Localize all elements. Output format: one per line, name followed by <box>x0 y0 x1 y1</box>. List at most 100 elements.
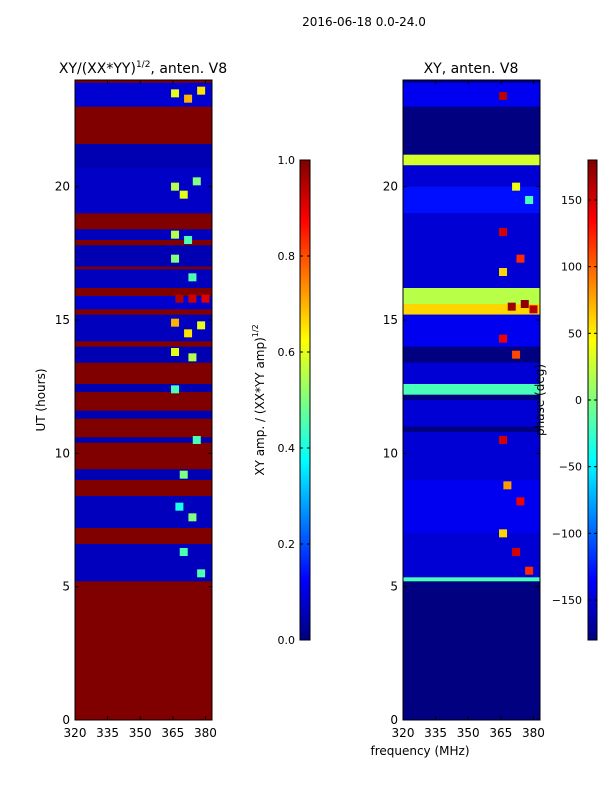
p2-band-2 <box>403 165 540 187</box>
p2-xtick-label-320: 320 <box>392 726 415 740</box>
p1-xtick-label-320: 320 <box>64 726 87 740</box>
panel2-title: XY, anten. V8 <box>424 61 519 77</box>
p1-band-11 <box>75 437 212 443</box>
panel1-title: XY/(XX*YY)1/2, anten. V8 <box>59 60 227 77</box>
p2-ytick-label-5: 5 <box>390 580 398 594</box>
p1-cbar-tick-label-5: 1.0 <box>278 154 296 167</box>
p1-band-1 <box>75 144 212 168</box>
p1-cell-12 <box>201 294 210 303</box>
p1-cell-3 <box>171 182 180 191</box>
p2-band-14 <box>403 577 540 582</box>
p1-cbar-tick-label-2: 0.4 <box>278 442 296 455</box>
p1-xtick-label-350: 350 <box>129 726 152 740</box>
panel1-axes: 320 335 350 365 380 0 5 10 15 20 <box>55 80 217 740</box>
p2-cell-9 <box>499 334 508 343</box>
p1-cell-19 <box>192 436 201 444</box>
p2-band-3 <box>403 186 540 214</box>
p2-band-1 <box>403 154 540 166</box>
p2-cbar-tick-label-0: −150 <box>552 594 582 607</box>
p2-band-4 <box>403 213 540 288</box>
p1-cell-15 <box>197 321 206 330</box>
panel1-title-prefix: XY/(XX*YY) <box>59 61 136 77</box>
colorbar1 <box>299 159 311 641</box>
p1-ytick-label-0: 0 <box>62 713 70 727</box>
colorbar1-label-exp: 1/2 <box>251 324 260 337</box>
p2-cbar-tick-label-3: 0 <box>575 394 582 407</box>
p1-band-5 <box>75 269 212 288</box>
p2-ytick-label-20: 20 <box>383 180 398 194</box>
p1-cell-9 <box>188 273 197 282</box>
p1-band-9 <box>75 384 212 392</box>
p2-band-11 <box>403 432 540 480</box>
p1-cell-23 <box>179 548 188 556</box>
p1-band-12 <box>75 469 212 480</box>
p1-cell-0 <box>171 89 180 98</box>
p1-band-3 <box>75 229 212 240</box>
panel1-frame <box>74 79 213 721</box>
p2-cell-6 <box>507 302 516 311</box>
p1-cbar-tick-label-0: 0.0 <box>278 634 296 647</box>
colorbar1-ticks: 0.0 0.2 0.4 0.6 0.8 1.0 <box>278 154 310 647</box>
p1-xtick-label-365: 365 <box>161 726 184 740</box>
p1-cell-8 <box>171 254 180 263</box>
p1-cbar-tick-label-3: 0.6 <box>278 346 296 359</box>
p1-band-14 <box>75 544 212 582</box>
colorbar2-ticks: −150 −100 −50 0 50 100 150 <box>552 194 597 607</box>
p2-ytick-label-15: 15 <box>383 313 398 327</box>
p2-xtick-label-365: 365 <box>489 726 512 740</box>
p2-cell-11 <box>499 436 508 444</box>
p2-cell-1 <box>512 182 521 191</box>
p2-band-5 <box>403 288 540 304</box>
p1-cell-16 <box>171 348 180 356</box>
p2-band-9 <box>403 384 540 395</box>
p2-band-12 <box>403 480 540 534</box>
p2-cell-16 <box>525 566 534 575</box>
p2-cell-7 <box>520 300 529 308</box>
p2-cell-13 <box>516 497 525 506</box>
p1-ytick-label-15: 15 <box>55 313 70 327</box>
p1-cell-1 <box>184 94 193 103</box>
p2-band-10 <box>403 400 540 427</box>
p2-band-8 <box>403 362 540 384</box>
p2-cell-3 <box>499 228 508 236</box>
p1-band-2 <box>75 168 212 214</box>
panel2-heatmap <box>403 80 540 720</box>
p1-ytick-label-5: 5 <box>62 580 70 594</box>
p2-cell-10 <box>512 350 521 359</box>
colorbar2-label: phase (deg) <box>533 364 547 436</box>
p2-cell-5 <box>499 268 508 276</box>
p2-cell-15 <box>512 548 521 556</box>
p2-xtick-label-380: 380 <box>522 726 545 740</box>
p1-cell-2 <box>197 86 206 95</box>
panel2-axes: 320 335 350 365 380 0 5 10 15 20 <box>383 80 545 740</box>
p2-cbar-tick-label-5: 100 <box>561 261 582 274</box>
colorbar1-label-prefix: XY amp. / (XX*YY amp) <box>253 337 267 475</box>
p2-cbar-tick-label-4: 50 <box>568 327 582 340</box>
p1-cell-6 <box>171 230 180 239</box>
page-title: 2016-06-18 0.0-24.0 <box>302 15 426 29</box>
panel1-title-suffix: , anten. V8 <box>150 61 227 77</box>
p1-cbar-tick-label-4: 0.8 <box>278 250 296 263</box>
colorbar1-label: XY amp. / (XX*YY amp)1/2 <box>251 324 267 475</box>
p2-cbar-tick-label-6: 150 <box>561 194 582 207</box>
p1-cell-14 <box>184 329 193 338</box>
p2-cell-4 <box>516 254 525 263</box>
p2-xtick-label-335: 335 <box>424 726 447 740</box>
p2-band-0 <box>403 82 540 107</box>
p2-cbar-tick-label-1: −100 <box>552 527 582 540</box>
panel1-title-exp: 1/2 <box>136 60 150 70</box>
p1-cell-4 <box>179 190 188 199</box>
p1-cell-22 <box>188 513 197 522</box>
p1-cell-17 <box>188 353 197 362</box>
p1-band-4 <box>75 245 212 267</box>
panel1-ylabel: UT (hours) <box>34 368 48 431</box>
p2-xtick-label-350: 350 <box>457 726 480 740</box>
p1-band-10 <box>75 410 212 419</box>
p2-ytick-label-10: 10 <box>383 446 398 460</box>
p1-xtick-label-335: 335 <box>96 726 119 740</box>
p2-band-6 <box>403 304 540 315</box>
p1-cell-24 <box>197 569 206 578</box>
p1-cell-20 <box>179 470 188 479</box>
p1-cell-18 <box>171 385 180 394</box>
